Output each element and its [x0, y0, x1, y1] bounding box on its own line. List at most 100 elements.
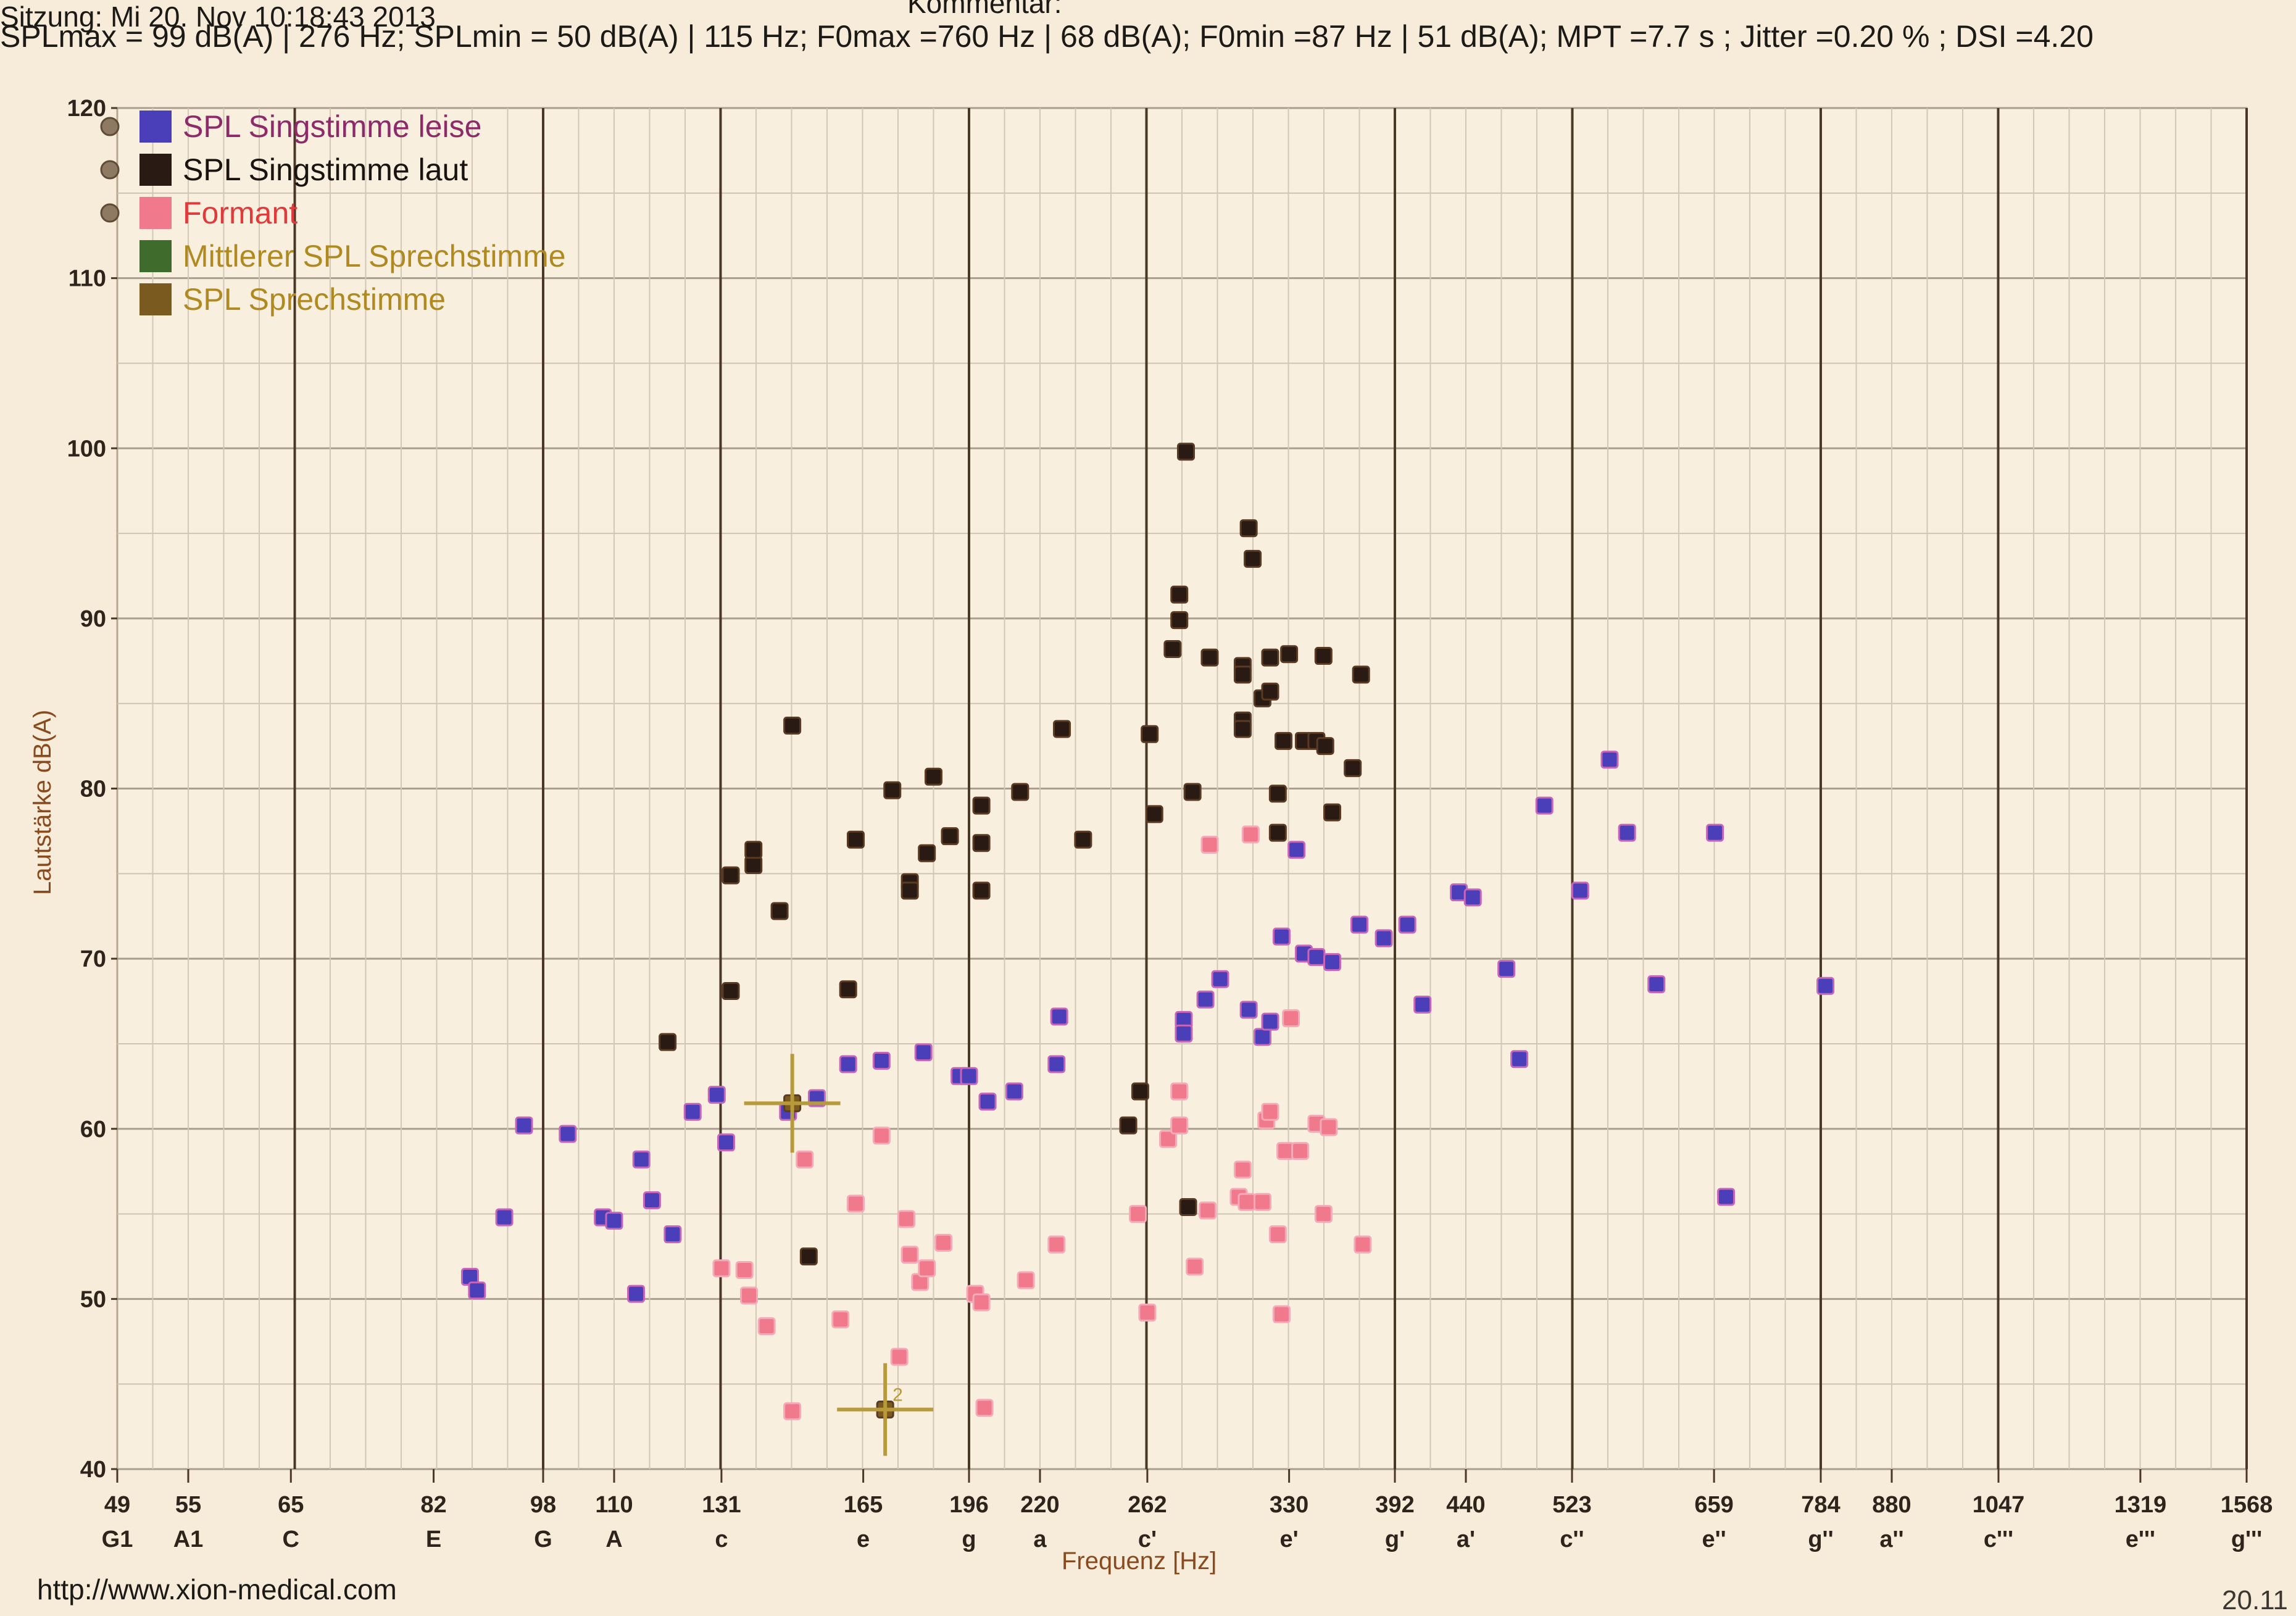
legend-swatch	[139, 154, 172, 186]
y-tick-label: 120	[67, 96, 106, 122]
x-tick-label: 880	[1872, 1492, 1911, 1518]
voice-stats: SPLmax = 99 dB(A) | 276 Hz; SPLmin = 50 …	[0, 19, 2094, 54]
x-tick-label: 440	[1446, 1492, 1485, 1518]
footer-url[interactable]: http://www.xion-medical.com	[37, 1573, 397, 1606]
data-point	[744, 841, 763, 859]
data-point	[1276, 1142, 1295, 1160]
x-note-label: A1	[173, 1526, 204, 1552]
tray-icon[interactable]	[100, 203, 120, 223]
data-point	[872, 1052, 891, 1070]
data-point	[1179, 1198, 1197, 1217]
data-point	[1176, 443, 1195, 461]
x-tick-label: 784	[1801, 1492, 1840, 1518]
data-point	[972, 834, 991, 852]
data-point	[1320, 1118, 1338, 1136]
data-point	[1241, 825, 1260, 844]
legend-label: Formant	[183, 196, 297, 230]
y-tick-label: 80	[80, 777, 106, 802]
data-point	[972, 1293, 991, 1312]
x-axis-label: Frequenz [Hz]	[1062, 1547, 1217, 1575]
data-point	[901, 881, 919, 900]
x-tick-label: 131	[702, 1492, 741, 1518]
data-point	[1323, 953, 1341, 972]
data-point	[1816, 977, 1835, 995]
data-point	[1307, 948, 1326, 966]
x-note-label: e'	[1280, 1526, 1299, 1552]
x-note-label: a'	[1457, 1526, 1475, 1552]
data-point	[1571, 881, 1589, 900]
data-point	[1170, 1116, 1189, 1135]
x-note-label: a	[1033, 1526, 1047, 1552]
data-point	[1272, 1305, 1291, 1323]
data-point	[1159, 1130, 1178, 1148]
data-point	[1011, 783, 1029, 801]
data-point	[1647, 975, 1666, 993]
data-point	[1244, 549, 1262, 568]
legend-swatch	[139, 240, 172, 272]
data-point	[1261, 1102, 1279, 1121]
data-point	[1272, 927, 1291, 946]
legend-swatch	[139, 110, 172, 143]
data-point	[1314, 1205, 1333, 1223]
data-point	[515, 1116, 533, 1135]
y-axis-label: Lautstärke dB(A)	[29, 710, 56, 895]
x-note-label: e'''	[2126, 1526, 2155, 1552]
x-tick-label: 165	[844, 1492, 883, 1518]
data-point	[1211, 970, 1229, 988]
y-tick-label: 100	[67, 436, 106, 462]
x-note-label: G	[534, 1526, 552, 1552]
x-note-label: c''	[1560, 1526, 1584, 1552]
x-note-label: g'''	[2231, 1526, 2262, 1552]
x-tick-label: 523	[1552, 1492, 1591, 1518]
data-point	[1398, 915, 1416, 934]
data-point	[717, 1133, 735, 1152]
data-point	[1233, 1160, 1252, 1179]
data-point	[1287, 841, 1306, 859]
data-point	[1183, 783, 1202, 801]
data-point	[663, 1225, 682, 1244]
data-point	[883, 781, 902, 799]
grid	[116, 107, 2248, 1470]
data-point	[1268, 823, 1287, 842]
tray-icon[interactable]	[100, 160, 120, 180]
data-point	[934, 1233, 953, 1252]
legend-label: SPL Sprechstimme	[183, 282, 446, 317]
tray-icon[interactable]	[100, 117, 120, 136]
x-tick-label: 1319	[2115, 1492, 2167, 1518]
x-tick-label: 196	[949, 1492, 988, 1518]
x-tick-label: 82	[420, 1492, 446, 1518]
data-point	[960, 1067, 978, 1085]
data-point	[918, 1259, 936, 1278]
x-note-label: E	[426, 1526, 441, 1552]
data-point	[683, 1102, 702, 1121]
data-point	[757, 1317, 776, 1335]
data-point	[1131, 1082, 1149, 1101]
data-point	[1510, 1050, 1529, 1068]
data-point	[1291, 1142, 1310, 1160]
data-point	[1141, 725, 1159, 743]
data-point	[799, 1247, 818, 1265]
data-point	[1253, 1193, 1271, 1211]
data-point	[783, 1402, 802, 1420]
x-tick-label: 49	[104, 1492, 130, 1518]
data-point	[627, 1285, 646, 1303]
data-point	[1170, 611, 1189, 630]
data-point	[739, 1286, 758, 1305]
data-point	[839, 980, 857, 999]
data-point	[770, 902, 789, 920]
x-tick-label: 392	[1375, 1492, 1414, 1518]
annotation-label: 2	[892, 1385, 903, 1406]
x-note-label: e''	[1702, 1526, 1726, 1552]
data-point	[1129, 1205, 1147, 1223]
data-point	[796, 1150, 814, 1168]
data-point	[1350, 915, 1369, 934]
data-point	[1261, 682, 1279, 701]
data-point	[1618, 823, 1636, 842]
data-point	[1170, 1082, 1189, 1101]
data-point	[1145, 805, 1163, 823]
x-tick-label: 1568	[2221, 1492, 2273, 1518]
data-point	[783, 717, 802, 735]
data-point	[1186, 1257, 1204, 1276]
legend-label: SPL Singstimme laut	[183, 152, 468, 187]
